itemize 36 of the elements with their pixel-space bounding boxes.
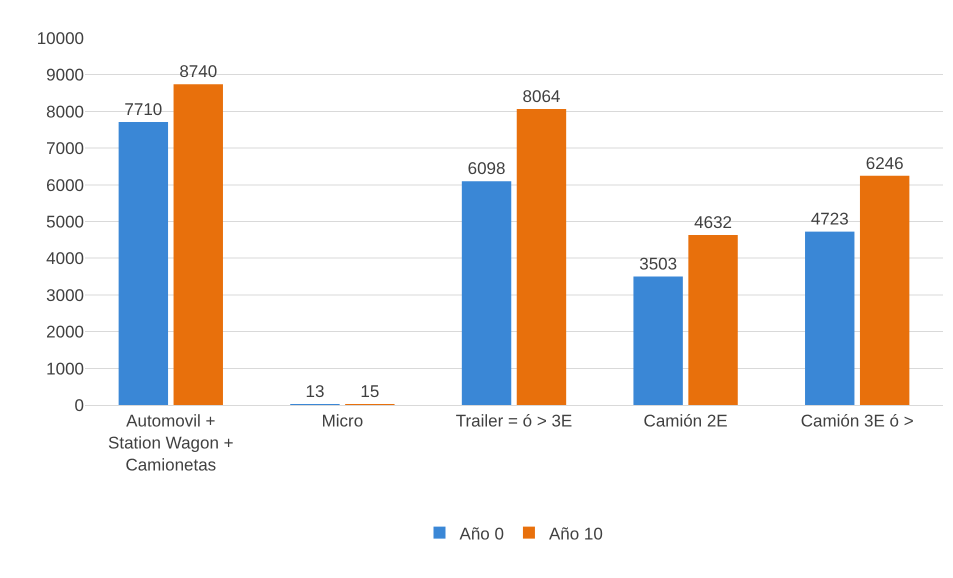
y-tick-label: 1000 [46, 359, 84, 378]
x-tick-label: Automovil + Station Wagon + Camionetas [108, 411, 234, 475]
y-tick-label: 8000 [46, 102, 84, 122]
legend-label: Año 10 [548, 524, 603, 544]
data-label: 6098 [468, 159, 506, 178]
data-label: 6246 [866, 154, 904, 173]
data-label: 13 [305, 382, 324, 401]
y-tick-label: 3000 [46, 286, 84, 305]
data-label: 3503 [639, 254, 678, 274]
data-label: 4632 [694, 213, 732, 232]
y-tick-label: 2000 [46, 322, 84, 342]
bar [860, 176, 910, 405]
data-label: 8064 [522, 87, 560, 106]
y-tick-label: 10000 [36, 28, 84, 48]
y-tick-label: 4000 [46, 249, 84, 268]
y-tick-label: 6000 [46, 176, 84, 195]
x-tick-label: Camión 3E ó > [800, 411, 914, 430]
data-label: 8740 [179, 62, 218, 82]
data-label: 7710 [124, 100, 162, 120]
bar [118, 122, 168, 405]
y-tick-label: 5000 [46, 212, 84, 232]
data-label: 15 [360, 382, 380, 401]
bar [805, 232, 854, 405]
x-tick-label: Trailer = ó > 3E [456, 411, 572, 430]
bar [633, 276, 683, 405]
bar [688, 235, 738, 405]
y-tick-label: 9000 [46, 66, 84, 85]
data-label: 4723 [810, 210, 849, 229]
x-tick-label: Micro [322, 411, 364, 430]
y-tick-label: 7000 [46, 139, 84, 158]
bar [174, 84, 223, 405]
bar [462, 181, 512, 405]
legend-label: Año 0 [460, 524, 504, 544]
y-tick-label: 0 [74, 396, 84, 415]
x-tick-label: Camión 2E [644, 411, 728, 430]
bar [516, 109, 566, 405]
